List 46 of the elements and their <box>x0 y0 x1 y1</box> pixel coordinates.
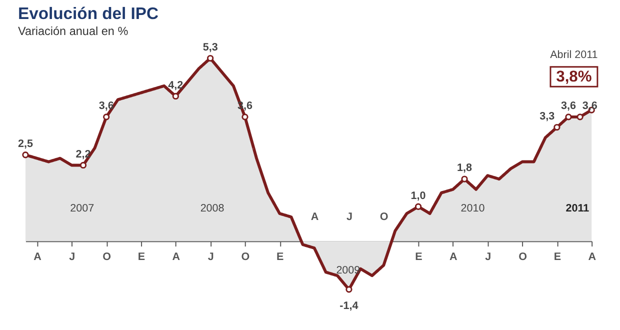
chart-subtitle: Variación anual en % <box>18 24 129 38</box>
data-label: 3,8% <box>556 68 592 86</box>
x-tick-label: J <box>485 251 492 264</box>
point <box>207 54 214 62</box>
point <box>565 114 572 120</box>
point <box>242 114 248 120</box>
annotation: 2011 <box>566 202 590 215</box>
x-tick-label: J <box>69 251 76 264</box>
x-tick-label: J <box>346 211 352 224</box>
chart-title: Evolución del IPC <box>18 4 159 24</box>
x-tick-label: O <box>518 251 527 264</box>
x-tick-label: A <box>172 251 180 264</box>
x-tick-label: O <box>102 251 112 264</box>
point <box>414 203 422 210</box>
point <box>576 114 584 120</box>
x-tick-label: A <box>34 251 42 264</box>
x-tick-label: E <box>415 251 422 264</box>
point <box>22 152 29 158</box>
data-label: 1,0 <box>410 190 426 202</box>
point <box>80 162 87 169</box>
x-tick-label: J <box>208 251 214 264</box>
annotation: 2010 <box>460 202 485 215</box>
x-tick-label: A <box>588 251 596 264</box>
x-tick-label: A <box>450 251 458 264</box>
data-label: 5,3 <box>202 41 218 54</box>
data-label: -1,4 <box>340 300 358 312</box>
annotation: Abril 2011 <box>550 49 598 62</box>
x-tick-label: A <box>310 211 319 224</box>
point <box>103 114 110 120</box>
x-tick-label: E <box>554 251 562 264</box>
point <box>554 124 560 131</box>
point <box>461 176 468 182</box>
annotation: 2007 <box>70 202 94 215</box>
data-label: 3,6 <box>582 100 598 112</box>
x-tick-label: O <box>380 211 388 224</box>
x-tick-label: E <box>276 251 284 264</box>
point <box>172 92 179 100</box>
data-label: 3,3 <box>540 110 555 122</box>
data-label: 4,2 <box>168 79 184 92</box>
x-tick-label: E <box>138 251 146 264</box>
point <box>346 286 352 293</box>
data-label: 3,6 <box>561 100 576 112</box>
data-label: 1,8 <box>457 162 472 174</box>
x-tick-label: O <box>241 251 250 264</box>
annotation: 2008 <box>200 202 224 215</box>
data-label: 2,5 <box>18 138 33 150</box>
